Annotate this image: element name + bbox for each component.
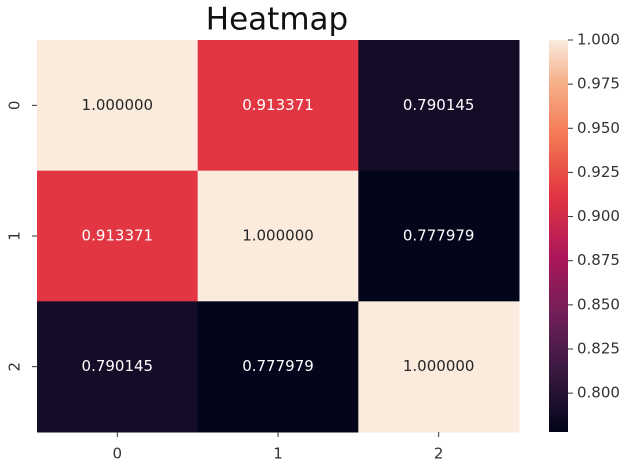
colorbar-tick-label: 0.925: [577, 163, 620, 181]
heatmap-cell: [358, 170, 520, 302]
heatmap-cell: [358, 301, 520, 433]
colorbar-tick-label: 0.950: [577, 119, 620, 137]
cell-label: 0.790145: [403, 96, 475, 114]
colorbar-tick-label: 0.850: [577, 295, 620, 313]
colorbar: [549, 40, 568, 432]
cell-label: 1.000000: [82, 96, 154, 114]
cell-label: 0.913371: [82, 227, 154, 245]
heatmap-cell: [197, 40, 359, 172]
x-tick-label: 1: [273, 445, 283, 463]
chart-title: Heatmap: [206, 2, 348, 38]
colorbar-tick-label: 0.875: [577, 251, 620, 269]
heatmap-cell: [197, 301, 359, 433]
y-tick-label: 1: [6, 231, 24, 241]
cell-label: 0.777979: [403, 227, 475, 245]
colorbar-tick-label: 0.800: [577, 384, 620, 402]
colorbar-tick-label: 0.900: [577, 207, 620, 225]
cell-label: 0.790145: [82, 357, 154, 375]
heatmap-cell: [37, 40, 199, 172]
x-tick-label: 2: [434, 445, 444, 463]
heatmap-cell: [37, 170, 199, 302]
cell-label: 1.000000: [403, 357, 475, 375]
colorbar-tick-label: 1.000: [577, 31, 620, 49]
cell-label: 0.777979: [242, 357, 314, 375]
colorbar-tick-label: 0.825: [577, 339, 620, 357]
cell-label: 0.913371: [242, 96, 314, 114]
heatmap-cell: [37, 301, 199, 433]
cell-label: 1.000000: [242, 227, 314, 245]
x-tick-label: 0: [113, 445, 123, 463]
y-tick-label: 0: [6, 101, 24, 111]
heatmap-cell: [358, 40, 520, 172]
colorbar-tick-label: 0.975: [577, 75, 620, 93]
y-tick-label: 2: [6, 362, 24, 372]
heatmap-cell: [197, 170, 359, 302]
